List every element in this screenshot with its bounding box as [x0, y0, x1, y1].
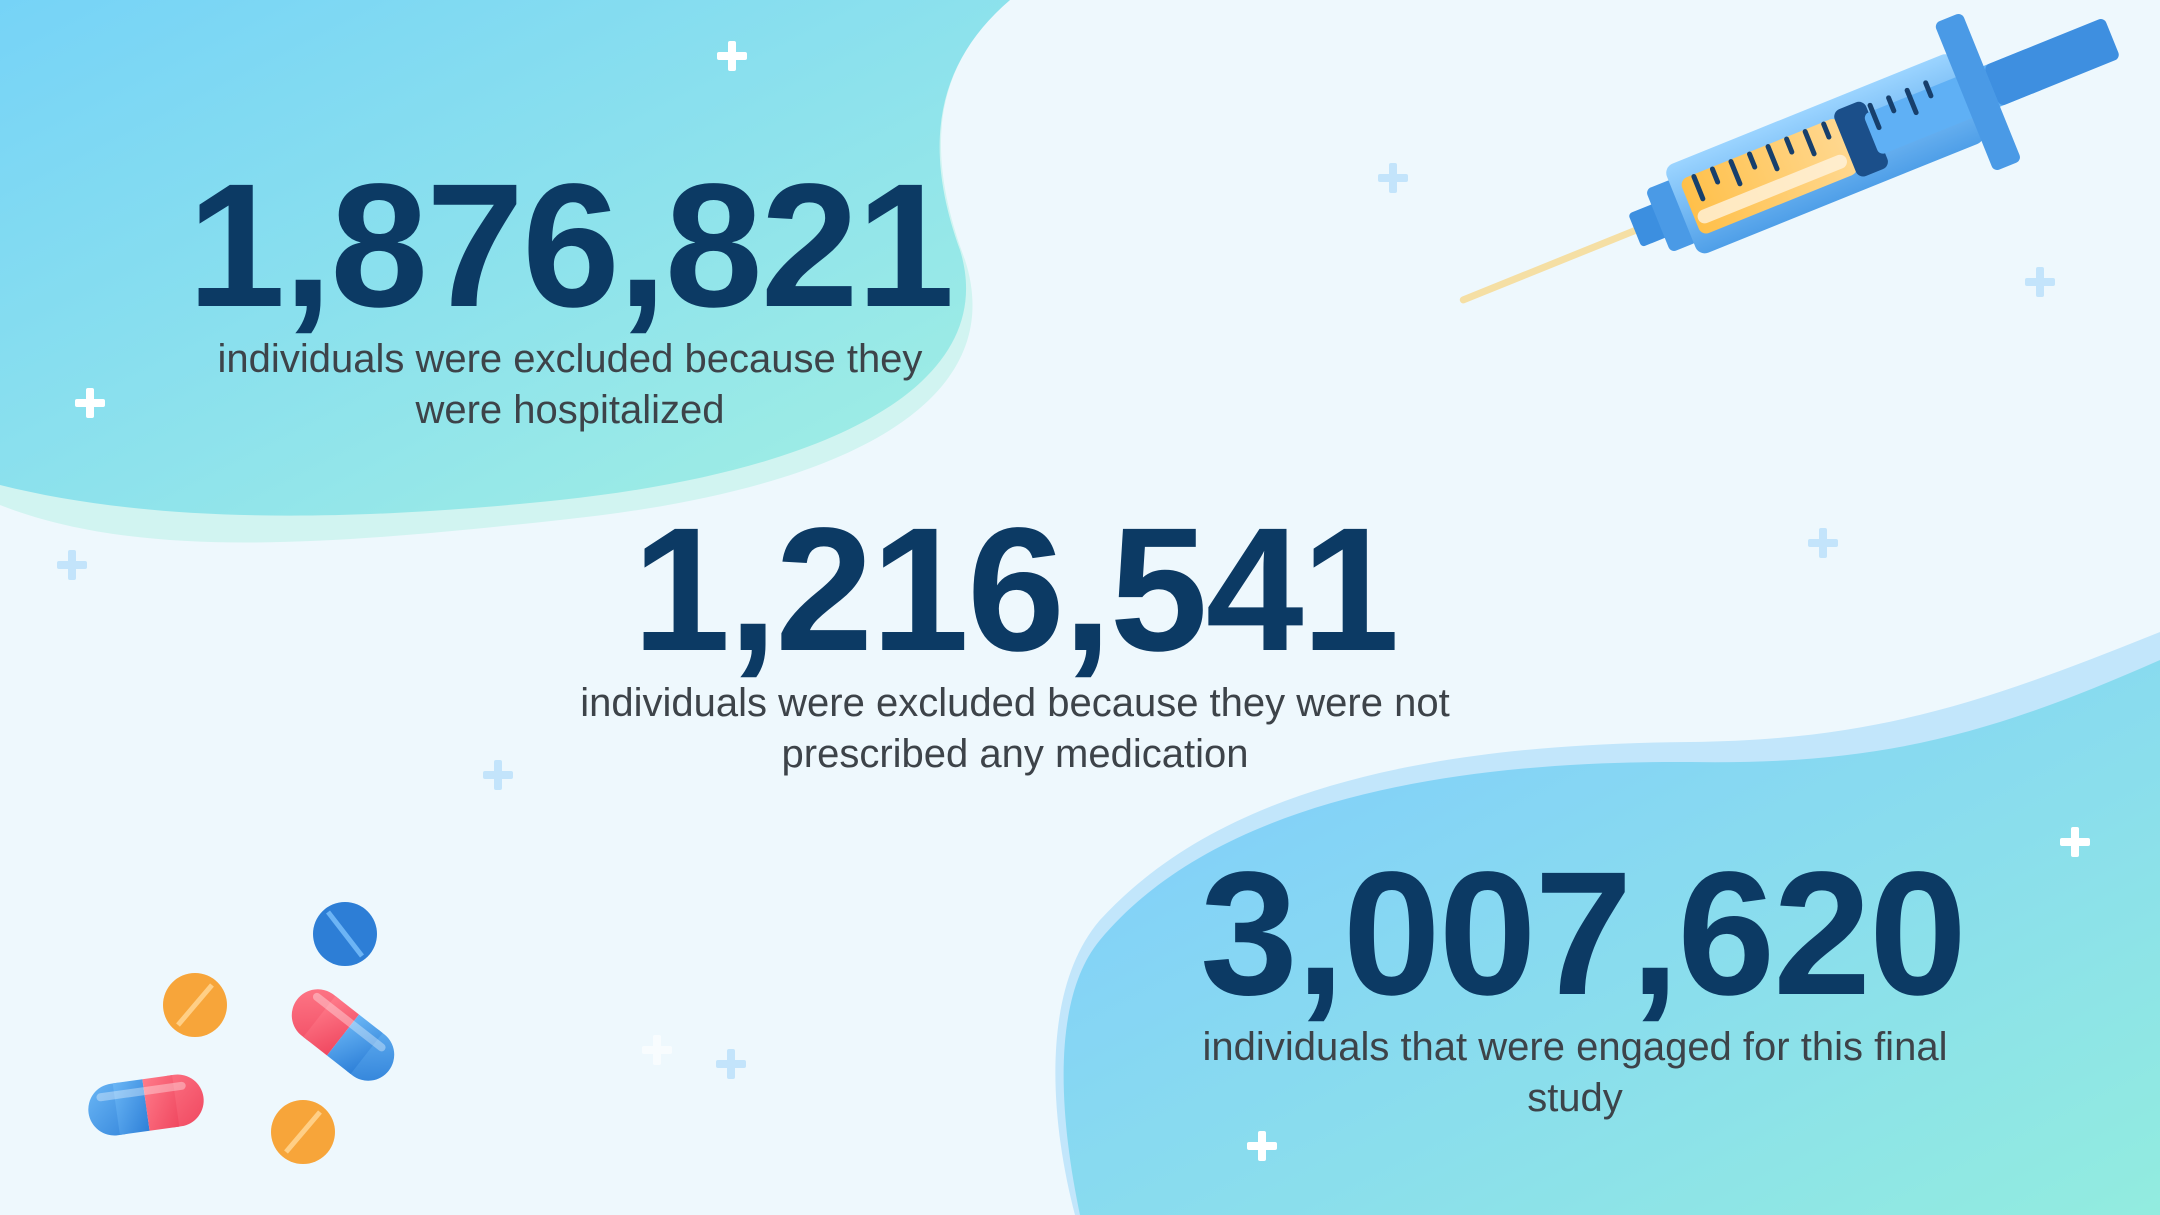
plus-sparkle-icon	[1378, 163, 1408, 193]
stat-description: individuals were excluded because they w…	[217, 337, 923, 432]
syringe-icon	[1459, 13, 2119, 304]
plus-sparkle-icon	[2025, 267, 2055, 297]
plus-sparkle-icon	[642, 1035, 672, 1065]
stat-value: 1,216,541	[632, 492, 1400, 688]
top-left-blob	[0, 0, 1010, 516]
plus-sparkle-icon	[1808, 528, 1838, 558]
stat-value: 1,876,821	[187, 148, 955, 344]
stat-hospitalized: 1,876,821 individuals were excluded beca…	[180, 158, 960, 436]
plus-sparkle-icon	[716, 1049, 746, 1079]
bottom-right-blob	[1063, 660, 2160, 1215]
stat-description: individuals were excluded because they w…	[580, 681, 1450, 776]
stat-value: 3,007,620	[1200, 836, 1967, 1032]
stat-description: individuals that were engaged for this f…	[1202, 1025, 1948, 1120]
stat-no-medication: 1,216,541 individuals were excluded beca…	[540, 502, 1490, 780]
plus-sparkle-icon	[57, 550, 87, 580]
plus-sparkle-icon	[483, 760, 513, 790]
stat-final-study: 3,007,620 individuals that were engaged …	[1200, 836, 1967, 1124]
pills-icon	[88, 902, 395, 1164]
